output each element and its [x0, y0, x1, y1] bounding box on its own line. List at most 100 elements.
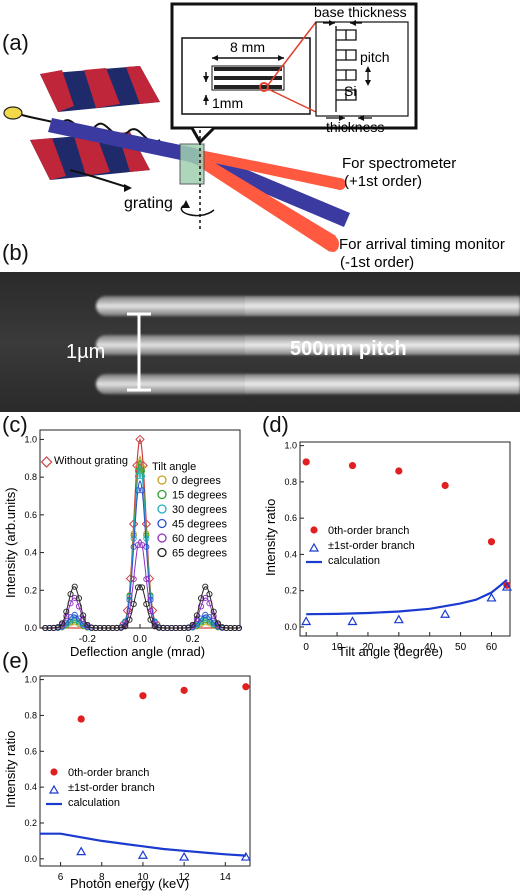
chart-c-data-point	[176, 624, 184, 632]
d-first-order-point	[501, 581, 512, 591]
chart-c-data-point	[75, 595, 82, 602]
chart-c-data-point	[92, 624, 99, 632]
chart-c-data-point	[202, 594, 209, 602]
e-first-order-point	[240, 851, 251, 861]
e-zeroth-order-point	[77, 715, 85, 723]
d-legend-marker-zeroth	[310, 526, 318, 534]
e-legend-marker-zeroth	[50, 768, 58, 776]
chart-c-data-point	[227, 624, 234, 632]
e-zeroth-order-point	[180, 686, 188, 694]
d-y-tick-label: 0.8	[284, 477, 297, 487]
c-y-tick-label: 1.0	[24, 434, 37, 444]
chart-c-data-point	[214, 620, 221, 627]
chart-c-data-point	[101, 624, 108, 632]
chart-c-data-point	[198, 603, 205, 610]
chart-c-data-point	[96, 624, 104, 632]
c-y-tick-label: 0.8	[24, 472, 37, 482]
d-x-tick-label: 40	[424, 642, 436, 653]
chart-c-data-point	[84, 621, 91, 628]
chart-c-legend-marker	[157, 489, 167, 500]
chart-c-series-line	[40, 538, 239, 629]
chart-c-reference-legend-marker	[40, 456, 53, 468]
chart-c-legend-marker	[157, 533, 167, 543]
e-calculation-line	[40, 832, 246, 857]
chart-c-data-point	[219, 624, 226, 631]
chart-c-data-point	[126, 596, 133, 603]
inset-width-label: 8 mm	[230, 39, 265, 55]
chart-c-data-point	[67, 591, 74, 598]
e-x-tick-label: 10	[137, 872, 149, 883]
d-x-tick-label: 0	[303, 642, 309, 653]
grating-element	[179, 143, 205, 185]
d-first-order-point	[301, 616, 312, 626]
chart-c-data-point	[147, 596, 154, 603]
chart-c-legend-label: 65 degrees	[172, 548, 228, 560]
chart-c-data-point	[134, 541, 141, 549]
panel-label-b: (b)	[2, 240, 29, 265]
sem-highlight	[245, 296, 520, 316]
chart-c-data-point	[134, 473, 141, 480]
c-y-tick-label: 0.2	[24, 585, 37, 595]
d-y-tick-label: 1.0	[284, 441, 297, 451]
chart-c-data-point	[130, 576, 137, 583]
chart-d: Tilt angle (degree) Intensity ratio 0 10 2…	[263, 441, 512, 659]
arrival-label-1: For arrival timing monitor	[339, 236, 505, 253]
chart-c-reference-line	[40, 437, 239, 629]
d-zeroth-order-point	[395, 467, 403, 475]
d-zeroth-order-point	[441, 481, 449, 490]
chart-c-data-point	[88, 624, 95, 631]
d-x-tick-label: 10	[331, 642, 343, 653]
grating-line	[96, 296, 520, 316]
chart-c-legend-label: 0 degrees	[172, 475, 221, 487]
chart-c-data-point	[122, 621, 129, 628]
arrival-label-2: (-1st order)	[340, 254, 414, 271]
chart-c-data-point	[151, 623, 158, 630]
d-x-tick-label: 50	[455, 642, 467, 653]
chart-c-data-point	[198, 595, 205, 602]
chart-c-data-point	[46, 624, 53, 632]
chart-e-ylabel: Intensity ratio	[3, 731, 18, 808]
chart-c-series-line	[40, 479, 239, 629]
chart-c-legend-label: 15 degrees	[172, 490, 228, 502]
chart-c-legend-marker	[157, 518, 167, 529]
electron-source	[3, 106, 23, 120]
d-x-tick-label: 30	[393, 642, 405, 653]
chart-c-data-point	[63, 608, 70, 615]
e-y-tick-label: 0.4	[24, 782, 37, 792]
chart-c-data-point	[231, 624, 238, 632]
e-y-tick-label: 0.2	[24, 818, 37, 828]
d-x-tick-label: 60	[486, 642, 498, 653]
d-first-order-point	[486, 592, 497, 602]
e-x-tick-label: 12	[179, 872, 191, 883]
chart-c-data-point	[105, 624, 112, 632]
chart-c-data-point	[42, 624, 49, 632]
chart-c-data-point	[75, 615, 82, 622]
e-zeroth-order-point	[242, 683, 250, 691]
e-x-tick-label: 6	[58, 872, 64, 883]
xray-beam-main	[48, 118, 350, 227]
chart-c-data-point	[223, 624, 230, 631]
chart-c-legend-marker	[157, 504, 167, 514]
chart-c-data-point	[50, 624, 57, 631]
d-first-order-point	[347, 616, 358, 626]
e-y-tick-label: 0.8	[24, 710, 37, 720]
d-x-tick-label: 20	[362, 642, 374, 653]
panel-label-a: (a)	[2, 30, 29, 55]
chart-c-data-point	[54, 624, 61, 631]
inset-grating-bars	[211, 65, 285, 91]
chart-c-data-point	[193, 612, 200, 619]
e-first-order-point	[179, 851, 190, 861]
panel-label-d: (d)	[262, 412, 289, 437]
chart-c: Deflection angle (mrad) Intensity (arb.u…	[3, 429, 242, 659]
chart-c-xlabel: Deflection angle (mrad)	[70, 644, 205, 659]
chart-c-legend-marker	[157, 547, 167, 558]
d-zeroth-order-point	[348, 461, 357, 470]
chart-c-data-point	[134, 487, 141, 494]
undulator-upper	[40, 66, 160, 112]
c-x-tick-label: -0.2	[79, 634, 97, 645]
d-zeroth-order-point	[487, 538, 496, 546]
chart-e-xlabel: Photon energy (keV)	[70, 876, 189, 891]
chart-d-ylabel: Intensity ratio	[263, 499, 278, 576]
chart-c-data-point	[139, 584, 146, 591]
xray-beam-minus1	[198, 154, 336, 252]
